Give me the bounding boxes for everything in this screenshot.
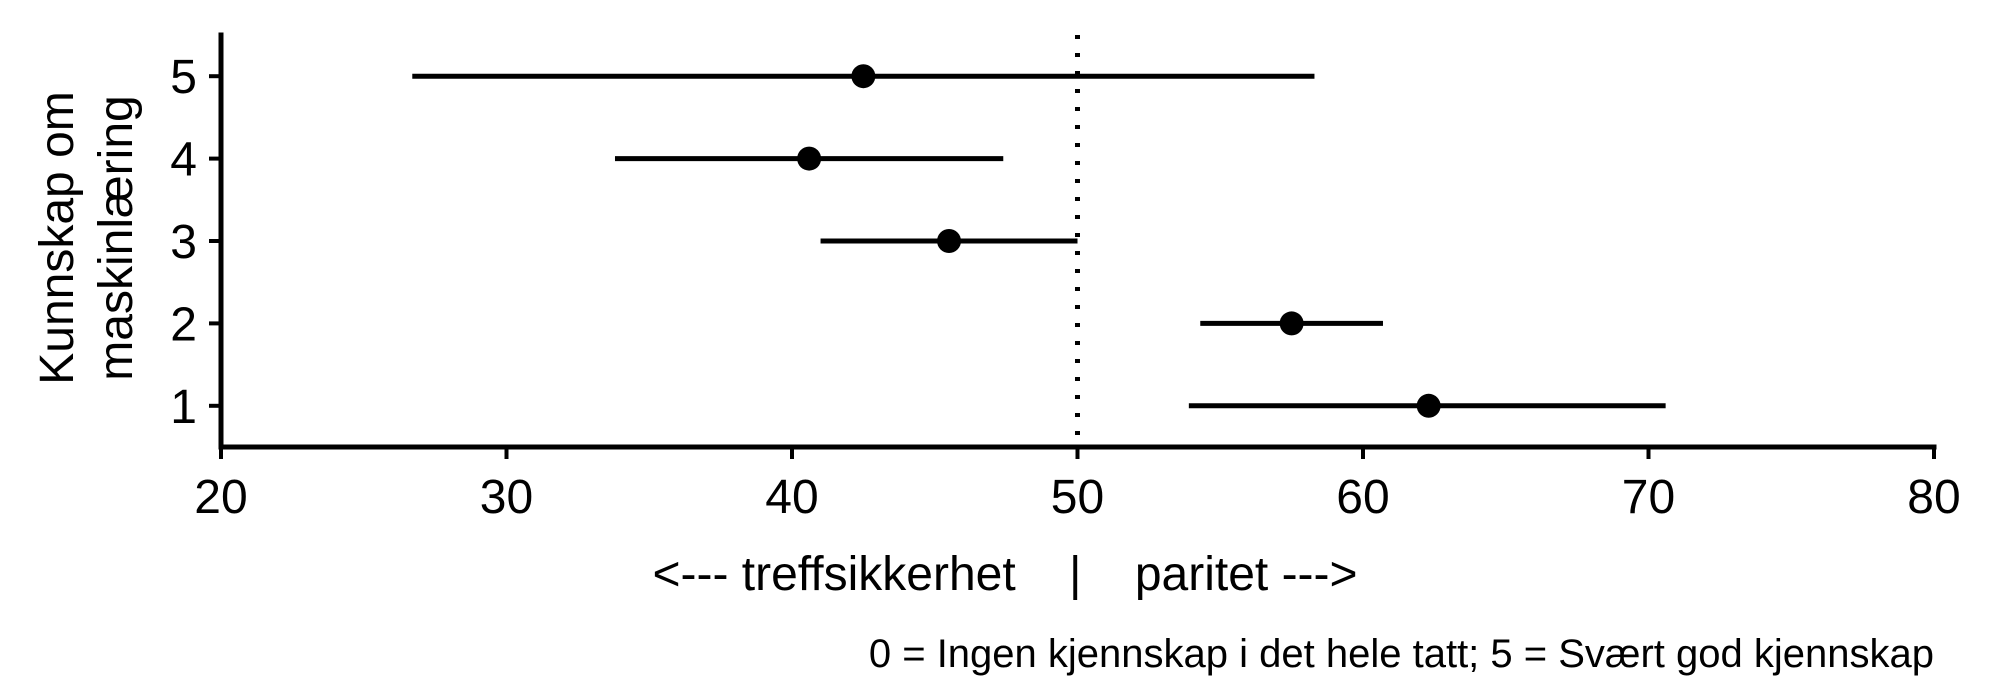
point-4	[797, 146, 822, 171]
y-tick-label-3: 3	[170, 216, 197, 269]
point-5	[851, 64, 876, 89]
y-tick-label-2: 2	[170, 298, 197, 351]
x-tick-label-30: 30	[480, 471, 533, 524]
y-tick-label-4: 4	[170, 134, 197, 187]
x-tick-label-50: 50	[1051, 471, 1104, 524]
x-tick-label-20: 20	[194, 471, 247, 524]
y-tick-label-5: 5	[170, 51, 197, 104]
point-3	[937, 229, 962, 253]
plot-area: 20 30 40 50 60 70 80 1 2 3 4 5	[170, 32, 1961, 524]
x-tick-label-80: 80	[1907, 471, 1960, 524]
x-tick-label-40: 40	[765, 471, 818, 524]
x-tick-label-60: 60	[1336, 471, 1389, 524]
y-tick-label-1: 1	[170, 381, 197, 434]
y-axis-title-line-1: Kunnskap om	[31, 91, 84, 385]
y-axis-title-line-2: maskinlæring	[90, 95, 143, 380]
point-2	[1279, 311, 1304, 336]
point-1	[1416, 393, 1441, 418]
caption: 0 = Ingen kjennskap i det hele tatt; 5 =…	[869, 632, 1934, 676]
x-axis-title: <--- treffsikkerhet | paritet --->	[652, 548, 1357, 601]
x-tick-label-70: 70	[1622, 471, 1675, 524]
